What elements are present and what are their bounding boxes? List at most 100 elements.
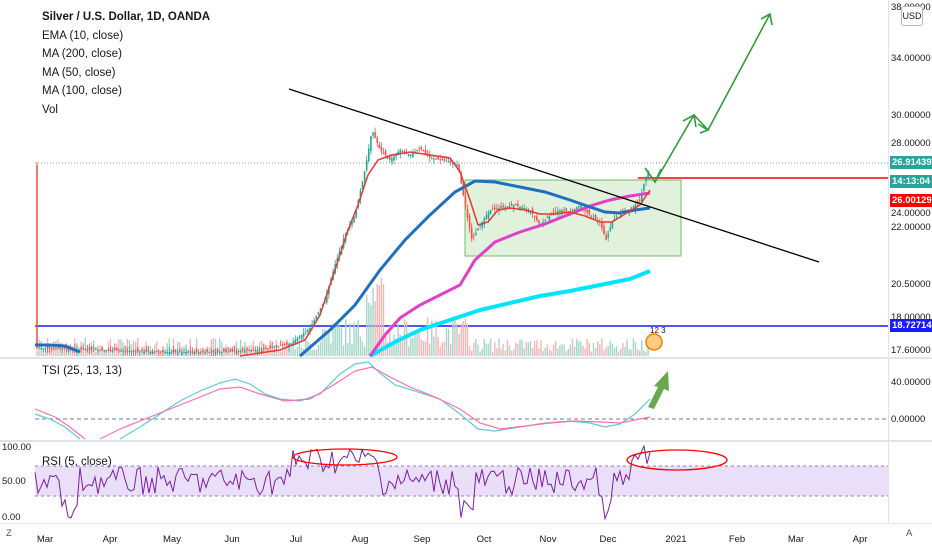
tsi-pane[interactable]: TSI (25, 13, 13) 40.00000 0.00000 [0,359,932,440]
candle-body [48,346,51,349]
candle-body [109,349,112,351]
candle-body [273,347,276,349]
indicator-ma50[interactable]: MA (50, close) [42,66,116,79]
arrow-head-small [644,167,662,184]
candle-body [284,343,286,346]
volume-bar [395,338,397,356]
rsi-title[interactable]: RSI (5, close) [42,456,112,468]
candle-body [496,208,498,210]
candle-body [227,351,229,353]
volume-bar [410,338,412,356]
volume-bar [156,341,158,356]
candle-body [647,170,649,178]
rsi-scale[interactable]: 100.00 50.00 0.00 [0,442,34,523]
candle-body [307,329,309,332]
volume-bar [466,323,469,356]
candle-body [500,205,502,208]
volume-bar [277,349,280,356]
volume-bar [496,348,498,356]
volume-bar [412,337,414,356]
volume-bar [489,338,492,356]
volume-bar [336,325,338,356]
rsi-chart-canvas[interactable] [0,442,888,523]
candle-body [179,350,181,352]
volume-bar [59,348,61,356]
candle-body [632,206,635,208]
resistance-price-tag: 26.00129 [890,194,932,207]
tsi-chart-canvas[interactable] [0,359,888,440]
time-axis[interactable]: Mar Apr May Jun Jul Aug Sep Oct Nov Dec … [0,523,932,551]
tsi-scale[interactable]: 40.00000 0.00000 [888,359,932,440]
auto-scale-button[interactable]: A [906,528,913,539]
indicator-ema10[interactable]: EMA (10, close) [42,29,124,42]
candle-body [218,352,221,353]
candle-body [250,350,252,352]
ma50-line [299,179,651,357]
pane-divider[interactable] [0,440,932,442]
timezone-button[interactable]: Z [6,528,12,539]
candle-body [401,150,404,152]
candle-body [368,148,370,162]
candle-body [510,204,513,206]
volume-bar [647,348,649,356]
tsi-up-arrow[interactable] [648,371,669,409]
main-price-scale[interactable]: 38.00000 34.00000 30.00000 28.00000 24.0… [888,0,932,357]
indicator-ma100[interactable]: MA (100, close) [42,85,122,97]
rsi-pane[interactable]: RSI (5, close) 100.00 50.00 0.00 [0,442,932,523]
volume-bar [534,341,536,356]
indicator-volume[interactable]: Vol [42,103,58,116]
candle-body [393,156,395,161]
pane-divider[interactable] [0,357,932,359]
volume-bar [130,344,133,356]
volume-bar [135,341,137,356]
volume-bar [479,351,481,356]
candle-body [185,352,187,354]
volume-bar [567,348,569,356]
tsi-line [34,366,651,440]
tsi-title[interactable]: TSI (25, 13, 13) [42,365,122,377]
descending-trendline[interactable] [288,88,820,263]
candle-body [160,351,162,353]
main-price-pane[interactable]: 12 3 Silver / U.S. Dollar, 1D, OANDA EMA… [0,0,932,357]
candle-body [151,351,154,355]
volume-bar [368,302,370,356]
volume-bar [219,338,221,356]
projection-zigzag-arrow[interactable] [654,13,771,183]
tsi-tick: 40.00000 [891,377,931,388]
candle-body [244,350,246,353]
volume-bar [492,351,494,356]
candle-body [158,351,160,353]
candle-body [573,208,576,212]
candle-body [126,350,129,352]
volume-bar [72,349,74,356]
candle-body [132,351,135,353]
volume-bar [420,339,422,356]
time-label: Feb [728,534,746,545]
volume-bar [103,351,105,356]
indicator-ma200[interactable]: MA (200, close) [42,48,122,60]
volume-bar [504,350,506,356]
candle-body [512,205,515,208]
volume-bar [101,347,103,356]
volume-bar [561,343,563,356]
volume-bar [506,340,509,356]
candle-body [489,209,492,215]
candle-body [435,158,437,160]
rsi-overbought-ellipse-dec[interactable] [626,449,728,471]
candle-body [193,352,196,355]
candle-body [99,349,101,351]
volume-bar [153,344,156,356]
price-chart-canvas[interactable]: 12 3 [0,0,888,357]
time-label: Sep [413,534,431,545]
volume-bar [292,341,294,356]
currency-button[interactable]: USD [901,6,923,26]
candle-body [594,215,597,219]
symbol-title[interactable]: Silver / U.S. Dollar, 1D, OANDA [42,11,211,23]
candle-body [221,351,223,353]
candle-body [479,224,481,226]
rsi-overbought-ellipse-aug[interactable] [292,448,398,466]
rsi-right-scale[interactable] [888,442,932,523]
volume-bar [378,285,380,356]
event-badge-icon[interactable] [645,333,663,351]
candle-body [326,293,328,303]
